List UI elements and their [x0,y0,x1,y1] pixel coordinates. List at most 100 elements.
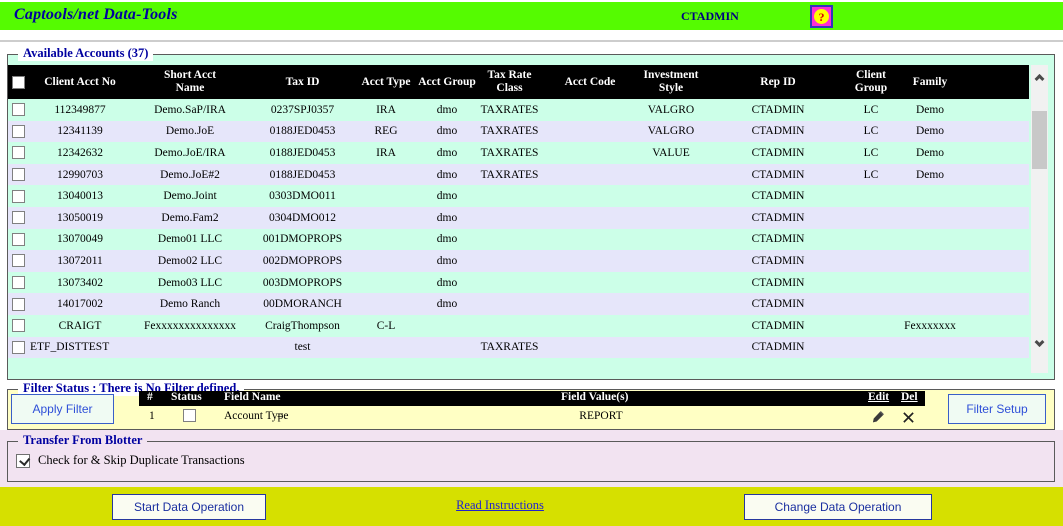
row-select-cell [8,340,30,354]
column-header-family[interactable]: Family [912,75,948,88]
edit-filter-button[interactable] [869,408,887,426]
table-row[interactable]: 13072011 Demo02 LLC 002DMOPROPS dmo CTADMIN [8,250,1029,272]
row-checkbox[interactable] [12,232,25,246]
apply-filter-button[interactable]: Apply Filter [11,394,114,424]
table-row[interactable]: 13040013 Demo.Joint 0303DMO011 dmo CTADMIN [8,185,1029,207]
column-header-client-acct-no[interactable]: Client Acct No [44,75,116,88]
filter-table-header: # Status Field Name Field Value(s) Edit … [139,391,925,406]
cell-acct-type: REG [374,125,398,138]
column-header-acct-group[interactable]: Acct Group [418,75,476,88]
row-checkbox[interactable] [12,211,25,225]
transfer-from-blotter-panel: Transfer From Blotter Check for & Skip D… [7,433,1055,482]
scrollbar-thumb[interactable] [1032,111,1047,169]
read-instructions-link[interactable]: Read Instructions [456,498,544,512]
table-row[interactable]: CRAIGT Fexxxxxxxxxxxxxx CraigThompson C-L CT… [8,314,1029,337]
current-user-label: CTADMIN [681,9,739,23]
transfer-from-blotter-legend: Transfer From Blotter [18,433,148,448]
table-row[interactable]: 12990703 Demo.JoE#2 0188JED0453 dmo TAXRATES… [8,163,1029,186]
cell-investment-style: VALGRO [647,103,695,116]
help-icon: ? [814,9,829,24]
table-row[interactable]: 13073402 Demo03 LLC 003DMOPROPS dmo CTADMIN [8,271,1029,294]
filter-table: # Status Field Name Field Value(s) Edit … [139,391,925,429]
row-checkbox[interactable] [12,254,25,268]
cell-client-group: LC [863,168,879,181]
filter-status-checkbox[interactable] [183,409,196,422]
row-checkbox[interactable] [12,146,25,160]
column-header-acct-code[interactable]: Acct Code [564,75,616,88]
cell-client-acct-no: 12341139 [57,125,103,138]
cell-acct-group: dmo [436,276,458,289]
column-header-rep-id[interactable]: Rep ID [760,75,796,88]
cell-tax-rate-class: TAXRATES [480,341,539,354]
cell-short-acct-name: Demo02 LLC [157,254,223,267]
row-checkbox[interactable] [12,124,25,138]
row-checkbox[interactable] [12,103,25,117]
table-row[interactable]: ETF_DISTTEST test TAXRATES CTADMIN [8,336,1029,359]
cell-client-group: LC [863,125,879,138]
cell-tax-rate-class: TAXRATES [480,168,539,181]
accounts-table-header: Client Acct No Short Acct Name Tax ID Acct … [8,65,1029,99]
cell-tax-id: test [294,341,311,354]
chevron-down-icon [1034,336,1045,347]
table-row[interactable]: 112349877 Demo.SaP/IRA 0237SPJ0357 IRA dmo TA… [8,99,1029,121]
column-header-acct-type[interactable]: Acct Type [361,75,411,88]
skip-duplicates-row: Check for & Skip Duplicate Transactions [16,453,245,468]
cell-tax-id: 00DMORANCH [263,298,342,311]
cell-acct-group: dmo [436,168,458,181]
table-row[interactable]: 13070049 Demo01 LLC 001DMOPROPS dmo CTADMIN [8,228,1029,251]
filter-col-field-name: Field Name [224,391,281,403]
help-button[interactable]: ? [810,5,833,28]
filter-rule-row: 1 Account Type = REPORT [139,407,925,429]
cell-acct-group: dmo [436,233,458,246]
select-all-checkbox[interactable] [12,75,25,89]
cell-client-acct-no: 14017002 [57,298,103,311]
cell-tax-id: 0188JED0453 [269,146,336,159]
scrollbar-down-button[interactable] [1031,331,1048,355]
filter-rule-operator: = [277,410,284,422]
row-checkbox[interactable] [12,319,25,333]
column-header-tax-id[interactable]: Tax ID [285,75,320,88]
row-select-cell [8,276,30,290]
select-all-cell [8,75,30,89]
pencil-icon [872,411,884,423]
filter-col-del: Del [901,391,918,403]
cell-short-acct-name: Fexxxxxxxxxxxxxx [144,319,236,332]
cell-client-acct-no: 12990703 [57,168,103,181]
chevron-up-icon [1034,73,1045,84]
cell-client-group: LC [863,103,879,116]
cell-rep-id: CTADMIN [751,190,805,203]
filter-col-edit: Edit [868,391,890,403]
skip-duplicates-checkbox[interactable] [16,453,30,468]
row-checkbox[interactable] [12,276,25,290]
cell-acct-group: dmo [436,103,458,116]
cell-client-acct-no: 13073402 [57,276,103,289]
delete-filter-button[interactable] [899,408,917,426]
scrollbar-up-button[interactable] [1031,65,1048,89]
row-checkbox[interactable] [12,189,25,203]
start-data-operation-button[interactable]: Start Data Operation [112,494,266,520]
table-row[interactable]: 14017002 Demo Ranch 00DMORANCH dmo CTADMIN [8,293,1029,315]
table-scrollbar[interactable] [1031,65,1048,373]
cell-tax-id: 0188JED0453 [269,168,336,181]
cell-acct-group: dmo [436,211,458,224]
cell-tax-id: CraigThompson [265,319,340,332]
cell-client-acct-no: 13040013 [57,190,103,203]
table-row[interactable]: 12341139 Demo.JoE 0188JED0453 REG dmo TAXRATE… [8,120,1029,143]
filter-rule-value: REPORT [579,410,623,422]
change-data-operation-button[interactable]: Change Data Operation [744,494,932,520]
column-header-client-group[interactable]: Client Group [854,69,888,94]
column-header-short-acct-name[interactable]: Short Acct Name [163,69,217,94]
cell-investment-style: VALGRO [647,125,695,138]
cell-acct-type: C-L [376,319,396,332]
column-header-tax-rate-class[interactable]: Tax Rate Class [487,69,532,94]
table-row[interactable]: 13050019 Demo.Fam2 0304DMO012 dmo CTADMIN [8,206,1029,229]
table-row[interactable]: 12342632 Demo.JoE/IRA 0188JED0453 IRA dmo TAX… [8,142,1029,164]
column-header-investment-style[interactable]: Investment Style [643,69,699,94]
row-checkbox[interactable] [12,297,25,311]
cell-short-acct-name: Demo01 LLC [157,233,223,246]
filter-setup-button[interactable]: Filter Setup [948,394,1046,424]
filter-col-status: Status [171,391,202,403]
row-checkbox[interactable] [12,168,25,182]
row-checkbox[interactable] [12,340,25,354]
cell-rep-id: CTADMIN [751,276,805,289]
